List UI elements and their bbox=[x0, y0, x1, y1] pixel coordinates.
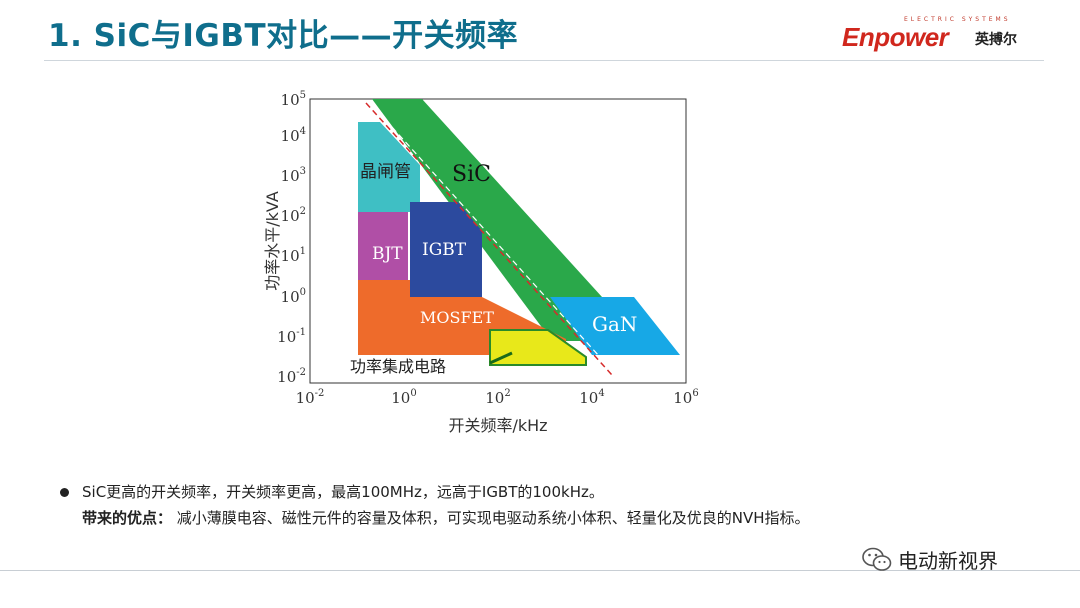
y-tick-label: 101 bbox=[281, 246, 306, 265]
header-divider bbox=[44, 60, 1044, 61]
bullet-list: SiC更高的开关频率，开关频率更高，最高100MHz，远高于IGBT的100kH… bbox=[60, 480, 810, 530]
region-thyristor bbox=[358, 122, 420, 212]
x-tick-label: 102 bbox=[485, 388, 510, 407]
enpower-logo: ELECTRIC SYSTEMS Enpower 英搏尔 bbox=[842, 16, 1042, 56]
switching-frequency-chart: 晶闸管 BJT IGBT MOSFET SiC GaN 功率集成电路 10-2 … bbox=[263, 90, 699, 435]
label-bjt: BJT bbox=[372, 244, 403, 264]
dashed-limit-line-inner bbox=[371, 104, 619, 378]
bullet-subitem: 带来的优点： 减小薄膜电容、磁性元件的容量及体积，可实现电驱动系统小体积、轻量化… bbox=[60, 506, 810, 530]
x-tick-label: 100 bbox=[391, 388, 416, 407]
x-axis-label: 开关频率/kHz bbox=[448, 416, 547, 435]
bullet-text: SiC更高的开关频率，开关频率更高，最高100MHz，远高于IGBT的100kH… bbox=[82, 483, 604, 501]
watermark-label: 电动新视界 bbox=[898, 549, 998, 573]
label-power-ic: 功率集成电路 bbox=[350, 357, 446, 376]
y-axis-label: 功率水平/kVA bbox=[263, 191, 282, 291]
region-power-ic bbox=[489, 329, 587, 366]
footer-divider bbox=[0, 570, 1080, 571]
logo-wordmark: Enpower bbox=[842, 22, 949, 52]
label-igbt: IGBT bbox=[422, 240, 467, 260]
region-sic bbox=[372, 99, 642, 341]
y-tick-label: 103 bbox=[281, 166, 306, 185]
power-ic-leader bbox=[489, 351, 513, 365]
region-igbt bbox=[410, 202, 482, 297]
label-thyristor: 晶闸管 bbox=[360, 162, 411, 182]
x-tick-label: 104 bbox=[579, 388, 604, 407]
x-tick-label: 10-2 bbox=[296, 388, 325, 407]
x-tick-labels: 10-2 100 102 104 106 bbox=[296, 388, 699, 407]
y-tick-label: 104 bbox=[281, 126, 306, 145]
y-tick-label: 10-1 bbox=[277, 327, 306, 346]
label-sic: SiC bbox=[452, 162, 491, 187]
region-gan bbox=[550, 297, 680, 355]
y-tick-labels: 10-2 10-1 100 101 102 103 104 105 bbox=[277, 90, 306, 386]
y-tick-label: 102 bbox=[281, 206, 306, 225]
y-tick-label: 10-2 bbox=[277, 367, 306, 386]
x-tick-label: 106 bbox=[673, 388, 698, 407]
advantages-lead: 带来的优点： bbox=[82, 509, 173, 527]
y-tick-label: 105 bbox=[281, 90, 306, 109]
bullet-item: SiC更高的开关频率，开关频率更高，最高100MHz，远高于IGBT的100kH… bbox=[60, 480, 810, 504]
slide-title: 1. SiC与IGBT对比——开关频率 bbox=[48, 18, 519, 54]
logo-cn-name: 英搏尔 bbox=[975, 32, 1017, 48]
logo-tagline: ELECTRIC SYSTEMS bbox=[904, 16, 1011, 23]
watermark: 电动新视界 bbox=[862, 545, 998, 574]
label-gan: GaN bbox=[592, 312, 637, 336]
bullet-dot bbox=[60, 488, 69, 497]
advantages-text: 减小薄膜电容、磁性元件的容量及体积，可实现电驱动系统小体积、轻量化及优良的NVH… bbox=[176, 509, 810, 527]
dashed-limit-line bbox=[365, 102, 613, 376]
label-mosfet: MOSFET bbox=[420, 308, 494, 327]
wechat-icon bbox=[862, 547, 892, 571]
y-tick-label: 100 bbox=[281, 287, 306, 306]
